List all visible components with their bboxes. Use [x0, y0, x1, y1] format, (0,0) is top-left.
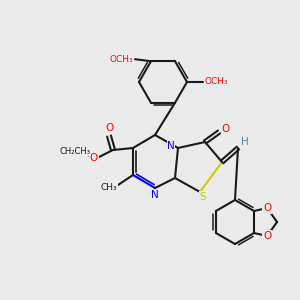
Text: CH₃: CH₃ — [101, 184, 117, 193]
Text: O: O — [263, 231, 271, 241]
Text: OCH₃: OCH₃ — [109, 55, 133, 64]
Text: H: H — [241, 137, 249, 147]
Text: O: O — [222, 124, 230, 134]
Text: N: N — [151, 190, 159, 200]
Text: O: O — [90, 153, 98, 163]
Text: O: O — [263, 203, 271, 213]
Text: CH₂CH₃: CH₂CH₃ — [59, 146, 91, 155]
Text: O: O — [105, 123, 113, 133]
Text: N: N — [167, 141, 175, 151]
Text: S: S — [200, 192, 206, 202]
Text: OCH₃: OCH₃ — [204, 77, 228, 86]
